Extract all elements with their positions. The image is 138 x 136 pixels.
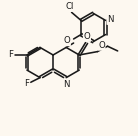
Text: F: F [8, 50, 13, 59]
Text: O: O [63, 36, 70, 46]
Text: Cl: Cl [65, 2, 74, 11]
Text: O: O [98, 41, 105, 50]
Text: O: O [83, 32, 90, 41]
Text: F: F [25, 78, 30, 88]
Text: N: N [64, 80, 70, 89]
Text: N: N [107, 15, 114, 24]
